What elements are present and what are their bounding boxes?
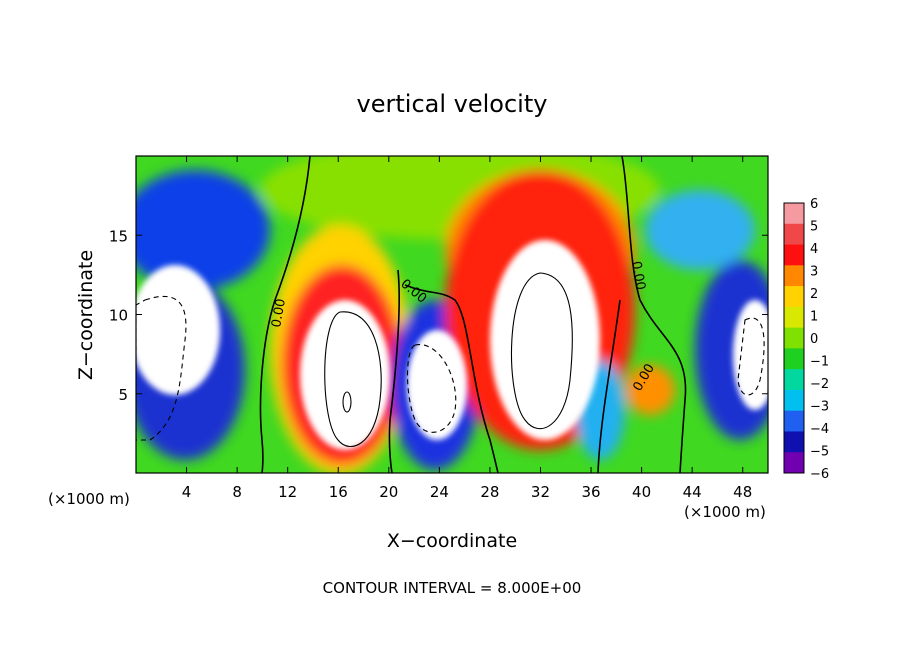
heatmap-field bbox=[136, 156, 768, 473]
colorbar-swatch bbox=[784, 306, 804, 329]
colorbar-swatch bbox=[784, 286, 804, 308]
x-tick-label: 12 bbox=[278, 483, 297, 501]
colorbar-label: 1 bbox=[810, 310, 818, 325]
colorbar-label: 5 bbox=[810, 220, 818, 235]
colorbar-label: −4 bbox=[810, 422, 829, 437]
x-tick-label: 32 bbox=[531, 483, 550, 501]
chart-title: vertical velocity bbox=[357, 90, 548, 118]
colorbar-swatch bbox=[784, 452, 804, 474]
x-unit-left: (×1000 m) bbox=[48, 490, 130, 508]
colorbar-swatch bbox=[784, 203, 804, 225]
contour-label: 0.00 bbox=[269, 298, 289, 329]
colorbar-label: 2 bbox=[810, 287, 818, 302]
x-tick-label: 36 bbox=[581, 483, 600, 501]
x-axis-label: X−coordinate bbox=[387, 530, 517, 552]
x-tick-label: 20 bbox=[379, 483, 398, 501]
y-tick-label: 10 bbox=[109, 307, 128, 325]
colorbar-swatch bbox=[784, 223, 804, 246]
x-tick-label: 8 bbox=[232, 483, 242, 501]
colorbar-label: 0 bbox=[810, 332, 818, 347]
colorbar-label: −6 bbox=[810, 467, 829, 482]
x-tick-label: 24 bbox=[430, 483, 449, 501]
y-axis-label: Z−coordinate bbox=[75, 250, 97, 380]
colorbar-label: −3 bbox=[810, 400, 829, 415]
colorbar-swatch bbox=[784, 244, 804, 266]
x-axis: 4 8 12 16 20 24 28 32 36 40 44 48 bbox=[182, 156, 752, 501]
contour-interval-note: CONTOUR INTERVAL = 8.000E+00 bbox=[323, 579, 582, 597]
colorbar-label: −2 bbox=[810, 377, 829, 392]
colorbar-label: −1 bbox=[810, 355, 829, 370]
colorbar-swatch bbox=[784, 348, 804, 370]
colorbar-swatch bbox=[784, 327, 804, 349]
x-tick-label: 44 bbox=[683, 483, 702, 501]
x-tick-label: 4 bbox=[182, 483, 192, 501]
y-axis: 5 10 15 bbox=[109, 227, 768, 404]
colorbar-label: −5 bbox=[810, 445, 829, 460]
x-tick-label: 48 bbox=[733, 483, 752, 501]
x-tick-label: 28 bbox=[480, 483, 499, 501]
colorbar-swatch bbox=[784, 431, 804, 453]
y-tick-label: 15 bbox=[109, 227, 128, 245]
colorbar-swatch bbox=[784, 369, 804, 391]
colorbar-swatch bbox=[784, 389, 804, 412]
x-tick-label: 40 bbox=[632, 483, 651, 501]
colorbar: 6 5 4 3 2 1 0 −1 −2 −3 −4 −5 −6 bbox=[783, 197, 829, 482]
contour-label: 0.00 bbox=[628, 260, 648, 291]
y-tick-label: 5 bbox=[118, 386, 128, 404]
colorbar-swatch bbox=[784, 265, 804, 287]
x-tick-label: 16 bbox=[329, 483, 348, 501]
colorbar-frame bbox=[783, 202, 805, 474]
colorbar-label: 6 bbox=[810, 197, 818, 212]
colorbar-swatch bbox=[784, 410, 804, 432]
x-unit-right: (×1000 m) bbox=[684, 503, 766, 521]
colorbar-label: 3 bbox=[810, 265, 818, 280]
colorbar-label: 4 bbox=[810, 242, 818, 257]
